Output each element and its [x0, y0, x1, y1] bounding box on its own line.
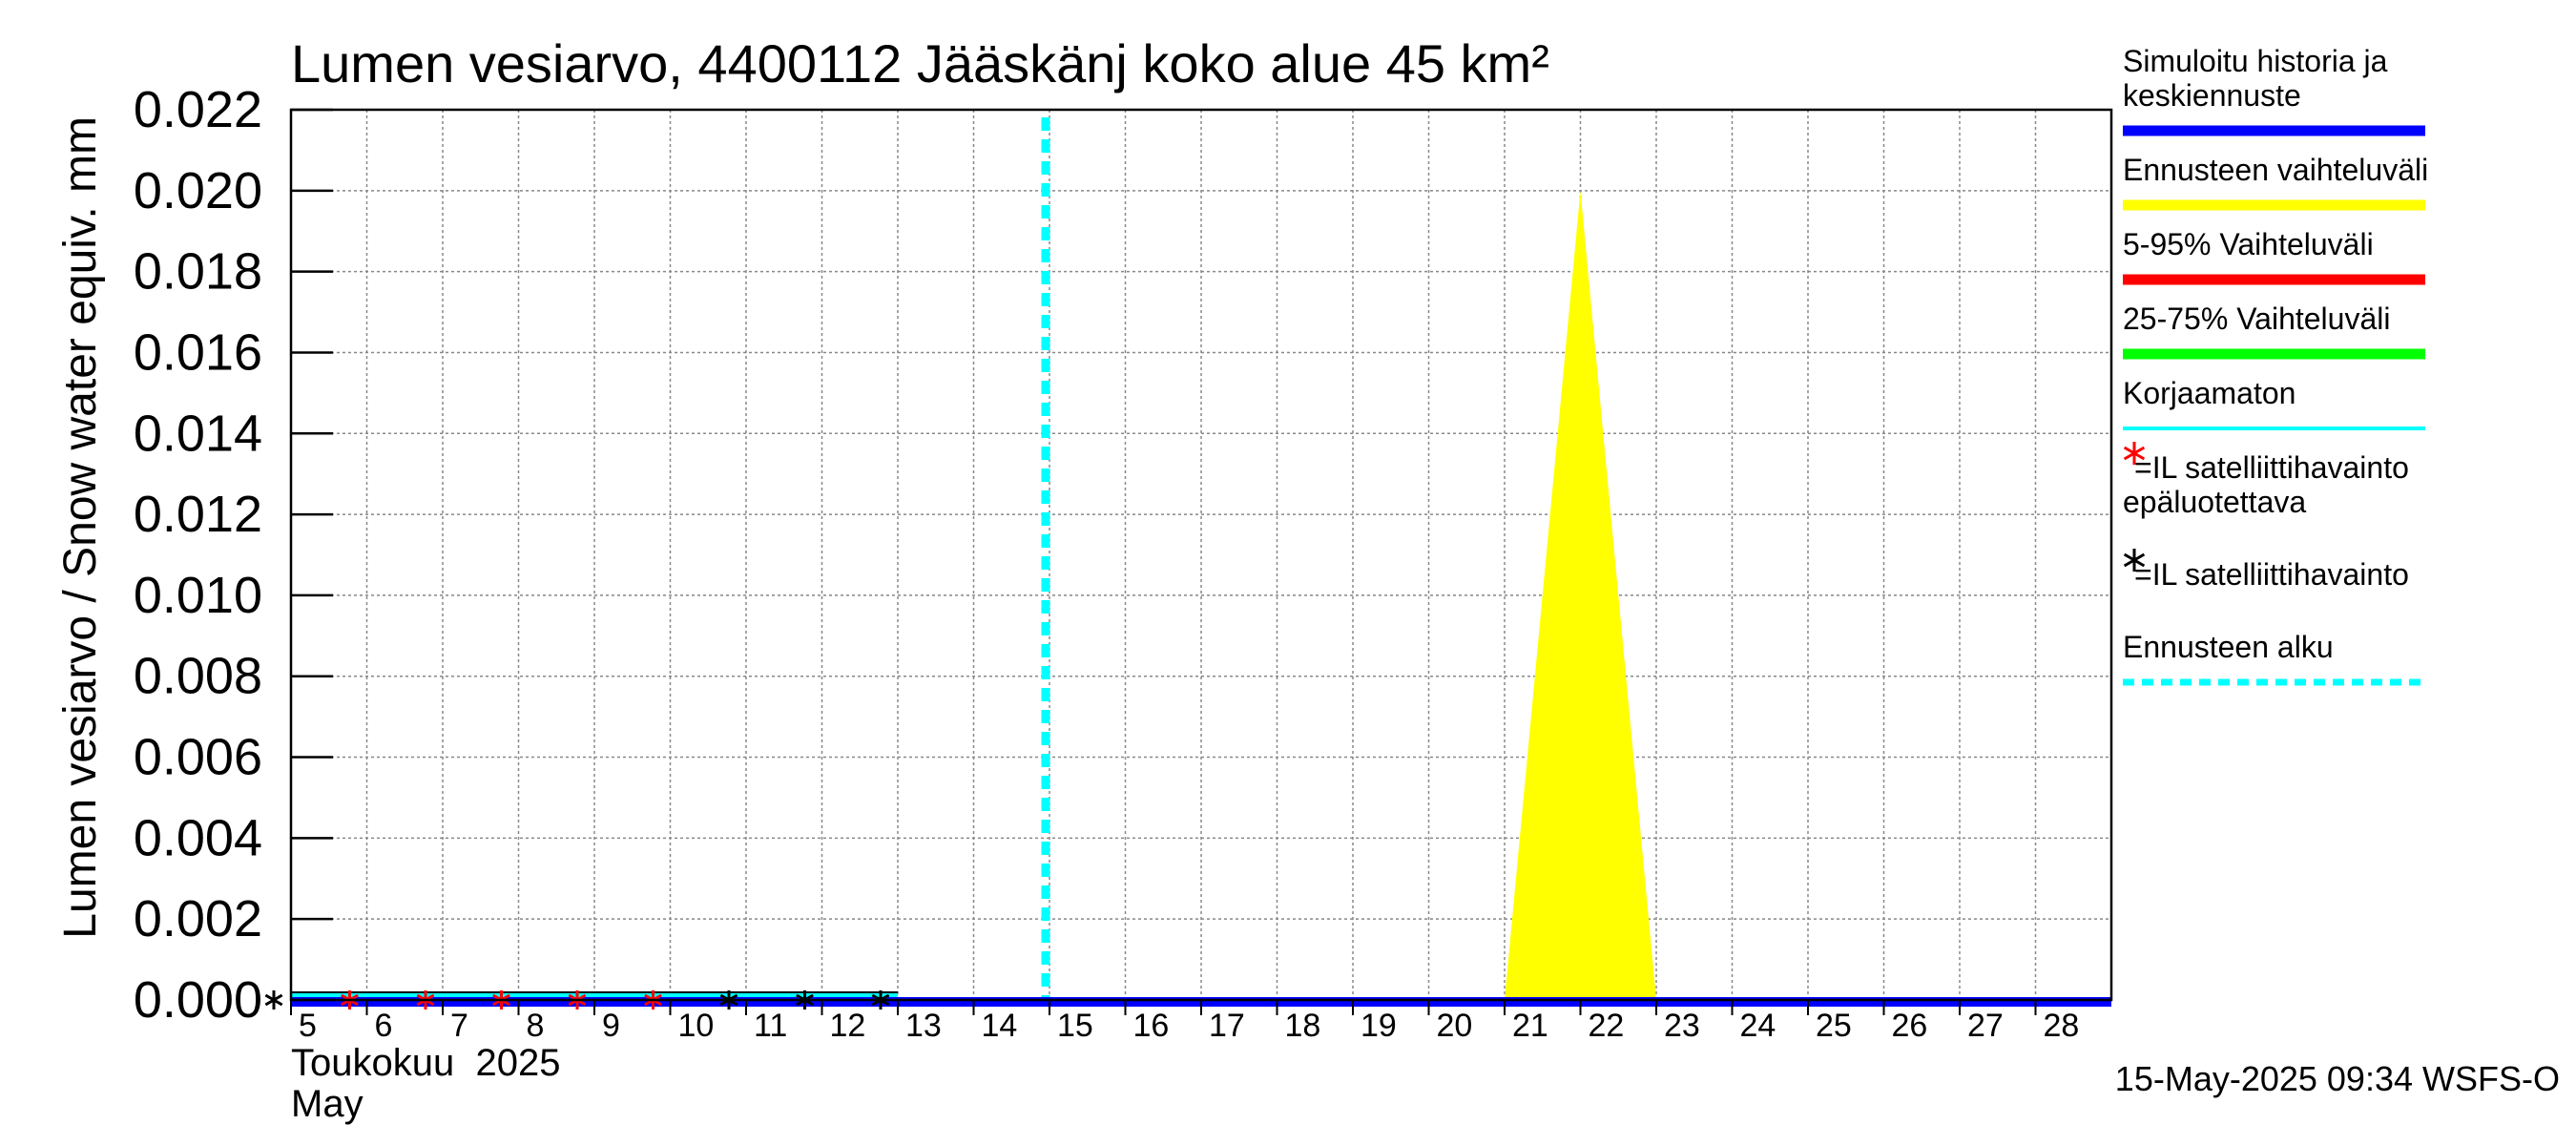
y-tick-label: 0.010 — [134, 567, 262, 624]
y-tick-label: 0.000 — [134, 971, 262, 1029]
star-stroke — [264, 993, 283, 1007]
x-tick-label: 26 — [1892, 1008, 1928, 1044]
y-tick-label: 0.014 — [134, 405, 262, 462]
x-tick-label: 15 — [1057, 1008, 1093, 1044]
x-tick-label: 21 — [1512, 1008, 1548, 1044]
y-tick-label: 0.006 — [134, 729, 262, 786]
legend-label: Korjaamaton — [2123, 376, 2296, 410]
x-tick-label: 12 — [830, 1008, 866, 1044]
x-tick-label: 9 — [602, 1008, 620, 1044]
legend-label: =IL satelliittihavainto — [2134, 450, 2409, 485]
legend-label: keskiennuste — [2123, 78, 2301, 113]
x-tick-label: 13 — [905, 1008, 942, 1044]
legend-item: Ennusteen alku — [2123, 630, 2425, 686]
forecast-range-area — [1505, 190, 1656, 1000]
legend-item: 25-75% Vaihteluväli — [2123, 302, 2425, 360]
y-tick-label: 0.020 — [134, 162, 262, 219]
footer-timestamp: 15-May-2025 09:34 WSFS-O — [2115, 1059, 2560, 1098]
x-tick-label: 11 — [754, 1008, 787, 1044]
legend-label: Ennusteen alku — [2123, 630, 2334, 664]
legend-label: =IL satelliittihavainto — [2134, 557, 2409, 592]
legend-item: =IL satelliittihavainto — [2123, 549, 2409, 592]
observation-marker — [264, 990, 283, 1010]
legend-label: Ennusteen vaihteluväli — [2123, 153, 2428, 187]
y-tick-label: 0.016 — [134, 323, 262, 381]
x-tick-label: 25 — [1816, 1008, 1852, 1044]
y-axis-label: Lumen vesiarvo / Snow water equiv. — [55, 206, 106, 938]
x-tick-label: 16 — [1133, 1008, 1170, 1044]
x-tick-label: 10 — [678, 1008, 715, 1044]
legend-item: Ennusteen vaihteluväli — [2123, 153, 2428, 211]
legend-item: 5-95% Vaihteluväli — [2123, 227, 2425, 285]
chart-title: Lumen vesiarvo, 4400112 Jääskänj koko al… — [291, 33, 1549, 94]
x-tick-label: 18 — [1285, 1008, 1321, 1044]
legend-label: epäluotettava — [2123, 485, 2306, 519]
x-tick-label: 5 — [299, 1008, 317, 1044]
legend-label: 5-95% Vaihteluväli — [2123, 227, 2374, 261]
x-tick-label: 8 — [527, 1008, 545, 1044]
x-tick-label: 14 — [982, 1008, 1018, 1044]
legend-item: Korjaamaton — [2123, 376, 2425, 430]
plot-frame — [289, 108, 2113, 1002]
x-tick-label: 23 — [1664, 1008, 1700, 1044]
x-tick-label: 20 — [1437, 1008, 1473, 1044]
x-tick-label: 17 — [1209, 1008, 1245, 1044]
y-tick-label: 0.022 — [134, 81, 262, 138]
x-tick-label: 6 — [375, 1008, 393, 1044]
x-tick-label: 7 — [450, 1008, 468, 1044]
x-tick-label: 22 — [1589, 1008, 1625, 1044]
plot-area — [264, 117, 2111, 1010]
y-tick-label: 0.012 — [134, 486, 262, 543]
y-tick-label: 0.002 — [134, 890, 262, 947]
legend-label: 25-75% Vaihteluväli — [2123, 302, 2390, 336]
x-tick-label: 24 — [1740, 1008, 1776, 1044]
axes: 5 6 7 8 9 10 11 12 13 14 15 16 17 18 19 20 21 22 23 24 25 26 2… — [134, 81, 2113, 1044]
grid — [291, 109, 2112, 1000]
x-tick-label: 27 — [1967, 1008, 2004, 1044]
x-axis-month-label-en: May — [291, 1083, 364, 1125]
x-axis-month-label: Toukokuu 2025 — [291, 1042, 560, 1084]
x-tick-label: 19 — [1361, 1008, 1397, 1044]
y-axis-unit: mm — [55, 116, 106, 193]
y-tick-label: 0.004 — [134, 809, 262, 866]
x-tick-label: 28 — [2044, 1008, 2080, 1044]
y-tick-label: 0.008 — [134, 648, 262, 705]
legend-star-icon — [2123, 446, 2146, 461]
legend-label: Simuloitu historia ja — [2123, 44, 2388, 78]
legend-star-icon — [2123, 552, 2146, 568]
y-tick-label: 0.018 — [134, 243, 262, 301]
